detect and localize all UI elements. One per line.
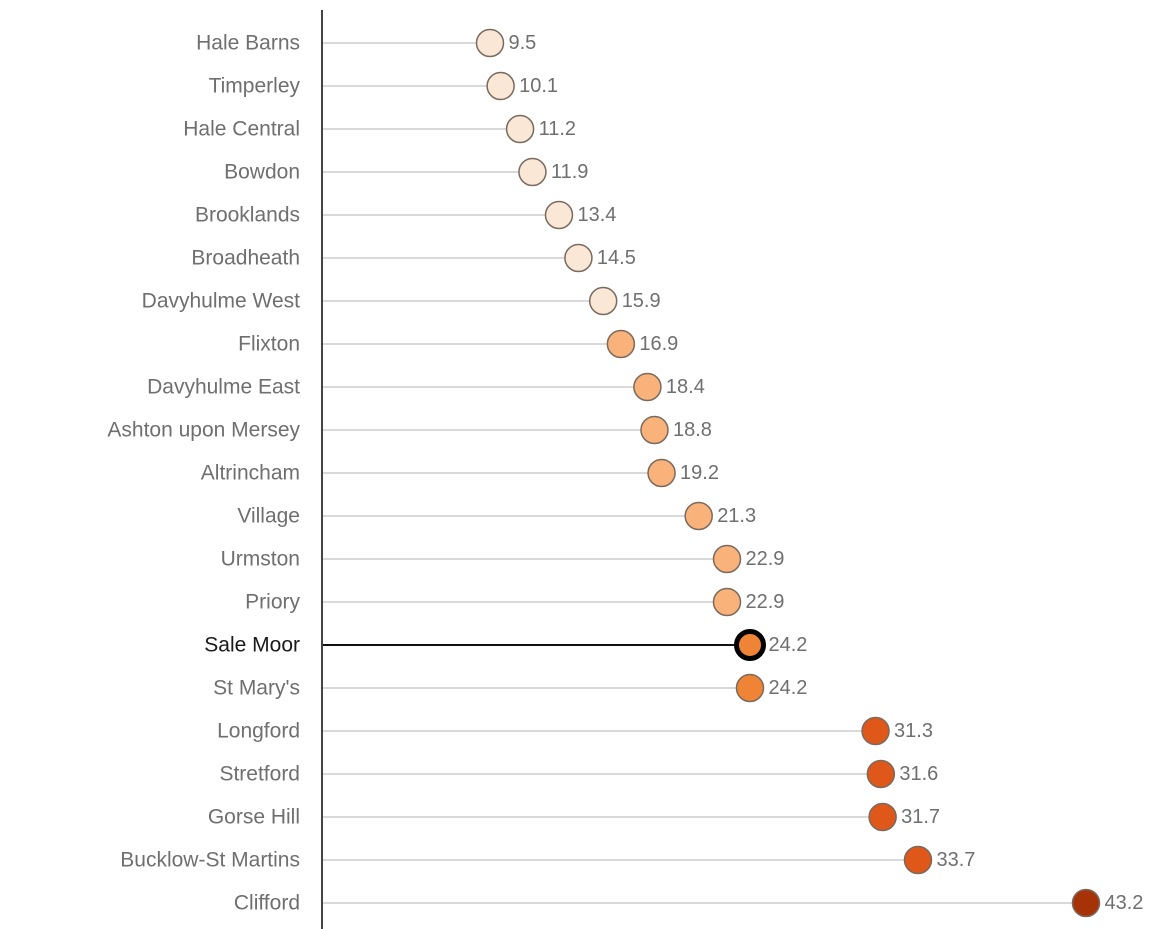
point-village[interactable] <box>684 501 713 531</box>
category-label-sale-moor: Sale Moor <box>204 634 300 657</box>
point-clifford[interactable] <box>1071 888 1101 918</box>
category-label-bucklow-st-martins: Bucklow-St Martins <box>120 849 300 872</box>
category-label-clifford: Clifford <box>234 892 300 915</box>
value-label-hale-central: 11.2 <box>539 118 576 140</box>
category-label-timperley: Timperley <box>209 75 301 98</box>
category-labels-layer: Hale Barns Timperley Hale Central Bowdon Bro… <box>107 32 300 915</box>
value-label-davyhulme-west: 15.9 <box>622 290 661 312</box>
category-label-gorse-hill: Gorse Hill <box>208 806 300 829</box>
value-label-bucklow-st-martins: 33.7 <box>936 849 975 871</box>
category-label-urmston: Urmston <box>221 548 300 571</box>
point-stretford[interactable] <box>866 759 896 789</box>
value-label-clifford: 43.2 <box>1105 892 1144 914</box>
point-hale-central[interactable] <box>505 114 535 144</box>
point-st-mary-s[interactable] <box>735 673 765 703</box>
category-label-davyhulme-west: Davyhulme West <box>142 290 300 313</box>
value-label-altrincham: 19.2 <box>680 462 719 484</box>
point-sale-moor[interactable] <box>733 629 766 661</box>
points-layer <box>475 28 1101 918</box>
category-label-altrincham: Altrincham <box>201 462 300 485</box>
value-label-priory: 22.9 <box>745 591 784 613</box>
point-brooklands[interactable] <box>544 200 574 230</box>
point-altrincham[interactable] <box>647 458 676 488</box>
value-labels-layer: 9.5 10.1 11.2 11.9 13.4 14.5 15.9 16.9 18.4 18.8 1… <box>509 32 1144 914</box>
category-label-brooklands: Brooklands <box>195 204 300 227</box>
category-label-ashton-upon-mersey: Ashton upon Mersey <box>107 419 300 442</box>
value-label-st-mary-s: 24.2 <box>768 677 807 699</box>
value-label-flixton: 16.9 <box>639 333 678 355</box>
value-label-timperley: 10.1 <box>519 75 558 97</box>
value-label-ashton-upon-mersey: 18.8 <box>673 419 712 441</box>
value-label-davyhulme-east: 18.4 <box>666 376 705 398</box>
category-label-hale-central: Hale Central <box>183 118 300 141</box>
category-label-priory: Priory <box>245 591 300 614</box>
point-flixton[interactable] <box>606 329 636 359</box>
point-davyhulme-east[interactable] <box>633 372 662 402</box>
stems-layer <box>322 42 1086 904</box>
value-label-hale-barns: 9.5 <box>509 32 537 54</box>
point-gorse-hill[interactable] <box>868 802 897 832</box>
value-label-sale-moor: 24.2 <box>768 634 807 656</box>
value-label-urmston: 22.9 <box>745 548 784 570</box>
value-label-broadheath: 14.5 <box>597 247 636 269</box>
value-label-brooklands: 13.4 <box>577 204 616 226</box>
point-hale-barns[interactable] <box>475 28 505 58</box>
value-label-gorse-hill: 31.7 <box>901 806 940 828</box>
value-label-stretford: 31.6 <box>899 763 938 785</box>
point-bucklow-st-martins[interactable] <box>903 845 933 875</box>
point-urmston[interactable] <box>712 544 742 574</box>
category-label-longford: Longford <box>217 720 300 743</box>
point-davyhulme-west[interactable] <box>588 286 618 316</box>
category-label-broadheath: Broadheath <box>191 247 300 270</box>
category-label-village: Village <box>237 505 300 528</box>
value-label-bowdon: 11.9 <box>551 161 588 183</box>
point-priory[interactable] <box>712 587 742 617</box>
category-label-hale-barns: Hale Barns <box>196 32 300 55</box>
point-timperley[interactable] <box>486 71 515 101</box>
point-bowdon[interactable] <box>518 157 547 187</box>
category-label-stretford: Stretford <box>219 763 300 786</box>
value-label-longford: 31.3 <box>894 720 933 742</box>
category-label-davyhulme-east: Davyhulme East <box>147 376 300 399</box>
category-label-st-mary-s: St Mary's <box>213 677 300 700</box>
value-label-village: 21.3 <box>717 505 756 527</box>
point-broadheath[interactable] <box>564 243 593 273</box>
category-label-flixton: Flixton <box>238 333 300 356</box>
point-ashton-upon-mersey[interactable] <box>640 415 669 445</box>
point-longford[interactable] <box>861 716 890 746</box>
category-label-bowdon: Bowdon <box>224 161 300 184</box>
